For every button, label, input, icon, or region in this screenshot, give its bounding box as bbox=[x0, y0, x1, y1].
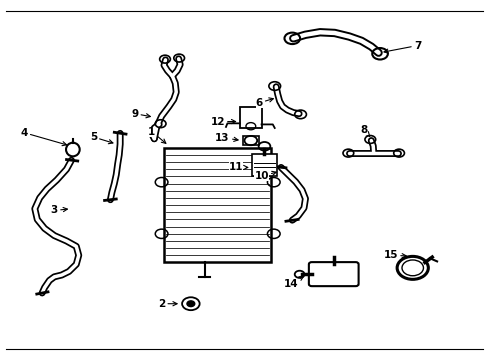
Bar bbox=[243, 136, 258, 145]
Text: 9: 9 bbox=[131, 109, 150, 119]
Text: 12: 12 bbox=[210, 117, 235, 127]
Text: 5: 5 bbox=[89, 132, 113, 144]
Bar bbox=[251, 154, 277, 176]
Text: 13: 13 bbox=[215, 133, 238, 143]
Text: 3: 3 bbox=[51, 206, 67, 216]
Text: 8: 8 bbox=[360, 125, 369, 136]
Text: 1: 1 bbox=[148, 127, 165, 143]
Text: 4: 4 bbox=[20, 128, 66, 146]
Text: 6: 6 bbox=[255, 98, 273, 108]
Text: 7: 7 bbox=[383, 41, 421, 53]
Text: 2: 2 bbox=[158, 299, 177, 309]
Bar bbox=[239, 107, 261, 128]
Circle shape bbox=[186, 301, 194, 307]
Text: 10: 10 bbox=[254, 171, 276, 181]
Text: 15: 15 bbox=[383, 250, 406, 260]
Text: 14: 14 bbox=[283, 276, 303, 289]
FancyBboxPatch shape bbox=[308, 262, 358, 286]
Text: 11: 11 bbox=[228, 162, 247, 172]
Bar bbox=[163, 148, 271, 262]
